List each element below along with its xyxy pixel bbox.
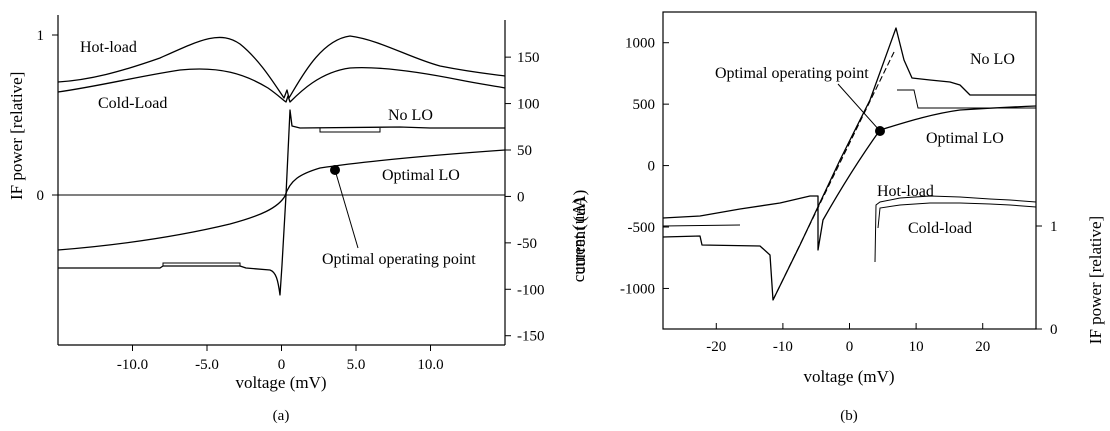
b-x-axis-label: voltage (mV) bbox=[803, 367, 894, 386]
b-x-tick-label: -10 bbox=[773, 339, 793, 355]
a-right-ticks: 150 100 50 0 -50 -100 -150 bbox=[505, 50, 545, 345]
a-cold-load-label: Cold-Load bbox=[98, 95, 167, 112]
a-yright-tick-label: 50 bbox=[517, 143, 532, 159]
a-x-tick-label: 10.0 bbox=[417, 357, 443, 373]
b-operating-point-leader bbox=[837, 83, 881, 132]
a-yright-tick-label: 100 bbox=[517, 97, 540, 113]
b-x-tick-label: -20 bbox=[706, 339, 726, 355]
a-hot-load-label: Hot-load bbox=[80, 39, 137, 56]
b-yleft-tick-label: -500 bbox=[628, 220, 656, 236]
a-x-tick-label: -10.0 bbox=[117, 357, 148, 373]
a-x-axis-label: voltage (mV) bbox=[235, 373, 326, 392]
a-operating-point-label: Optimal operating point bbox=[322, 251, 476, 268]
b-x-tick-label: 0 bbox=[846, 339, 854, 355]
b-yleft-tick-label: -1000 bbox=[620, 281, 655, 297]
b-yright-tick-label: 0 bbox=[1050, 322, 1058, 338]
b-no-lo-curve bbox=[662, 27, 1036, 301]
a-no-lo-label: No LO bbox=[388, 107, 433, 124]
b-x-tick-label: 20 bbox=[975, 339, 990, 355]
a-yleft-tick-label: 0 bbox=[37, 188, 45, 204]
b-left-ticks: 1000 500 0 -500 -1000 bbox=[620, 36, 669, 297]
panel-a: 1 0 150 100 50 0 -50 -100 -150 -10.0 -5.0 0 5.0 10… bbox=[7, 15, 588, 424]
b-x-tick-label: 10 bbox=[909, 339, 924, 355]
a-yright-tick-label: 0 bbox=[517, 189, 525, 205]
b-optimal-lo-curve bbox=[662, 105, 1037, 251]
a-no-lo-hysteresis bbox=[162, 128, 381, 266]
a-left-axis-label: IF power [relative] bbox=[7, 72, 26, 200]
a-yright-tick-label: -150 bbox=[517, 329, 545, 345]
b-right-axis-label: IF power [relative] bbox=[1086, 216, 1105, 344]
b-yleft-tick-label: 500 bbox=[633, 97, 656, 113]
a-yleft-tick-label: 1 bbox=[37, 28, 45, 44]
a-x-tick-label: 5.0 bbox=[347, 357, 366, 373]
b-hot-load-curve bbox=[874, 195, 1037, 263]
b-cold-load-label: Cold-load bbox=[908, 220, 972, 237]
b-yleft-tick-label: 0 bbox=[648, 159, 656, 175]
b-operating-point-label: Optimal operating point bbox=[715, 65, 869, 82]
b-no-lo-steps bbox=[662, 89, 1036, 227]
a-yright-tick-label: -100 bbox=[517, 282, 545, 298]
b-panel-caption: (b) bbox=[840, 408, 858, 424]
b-optimal-lo-label: Optimal LO bbox=[926, 130, 1004, 147]
a-operating-point-leader bbox=[334, 169, 359, 249]
b-x-ticks: -20 -10 0 10 20 bbox=[706, 323, 990, 355]
a-optimal-lo-label: Optimal LO bbox=[382, 167, 460, 184]
b-left-axis-label: current (uA) bbox=[570, 190, 589, 275]
a-yright-tick-label: -50 bbox=[517, 236, 537, 252]
b-hot-load-label: Hot-load bbox=[877, 183, 934, 200]
a-yright-tick-label: 150 bbox=[517, 50, 540, 66]
a-panel-caption: (a) bbox=[273, 408, 290, 424]
a-hot-load-curve bbox=[57, 35, 506, 99]
a-optimal-lo-curve bbox=[57, 149, 506, 251]
a-x-tick-label: 0 bbox=[278, 357, 286, 373]
b-yright-tick-label: 1 bbox=[1050, 219, 1058, 235]
a-right-axis-label: current (uA) bbox=[569, 198, 588, 283]
a-no-lo-curve bbox=[58, 109, 505, 296]
b-yleft-tick-label: 1000 bbox=[625, 36, 655, 52]
b-no-lo-label: No LO bbox=[970, 51, 1015, 68]
b-cold-load-curve bbox=[877, 202, 1037, 229]
a-cold-load-curve bbox=[57, 66, 506, 103]
a-x-tick-label: -5.0 bbox=[195, 357, 219, 373]
a-x-ticks: -10.0 -5.0 0 5.0 10.0 bbox=[117, 345, 444, 373]
